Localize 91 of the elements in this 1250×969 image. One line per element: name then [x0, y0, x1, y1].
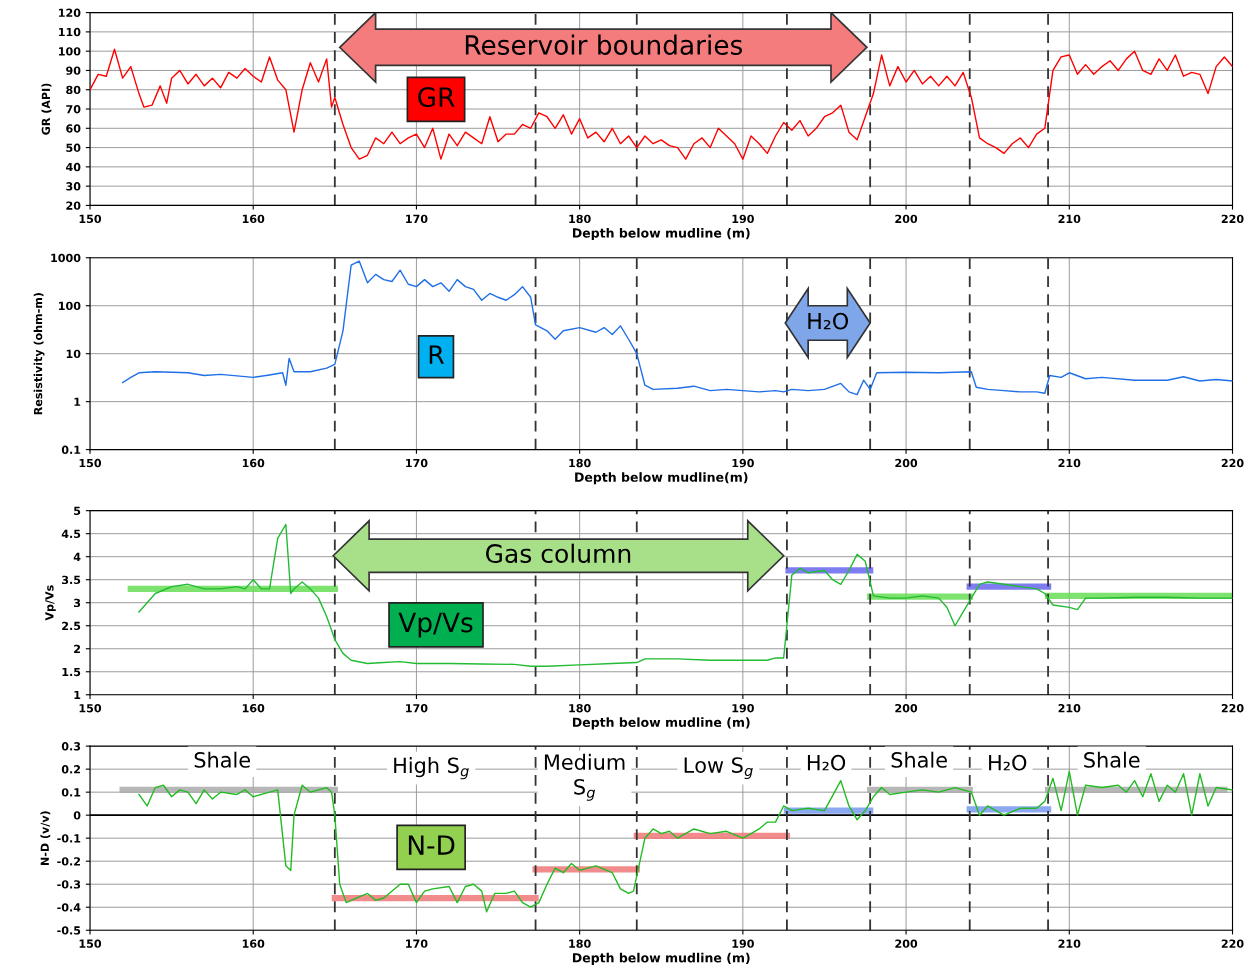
- annotation: Shale: [891, 751, 947, 768]
- y-tick-label: 100: [59, 47, 81, 56]
- x-tick-label: 170: [406, 939, 428, 948]
- annotation: High S$_{g}$: [394, 757, 469, 780]
- y-tick-label: 30: [66, 182, 81, 191]
- x-tick-label: 210: [1058, 214, 1081, 224]
- x-tick-label: 180: [569, 704, 591, 713]
- x-tick-label: 200: [895, 458, 918, 468]
- y-tick-label: 4: [73, 552, 81, 561]
- x-tick-label: 160: [242, 214, 265, 224]
- annotation: H₂O: [808, 312, 849, 330]
- annotation: Medium S$_{g}$: [544, 753, 625, 801]
- x-tick-label: 200: [895, 214, 918, 224]
- y-tick-label: 4.5: [61, 529, 81, 539]
- x-tick-label: 210: [1058, 458, 1081, 468]
- y-tick-label: 1000: [51, 253, 81, 263]
- x-tick-label: 220: [1221, 704, 1244, 713]
- x-tick-label: 150: [79, 704, 102, 713]
- y-tick-label: -0.5: [57, 926, 81, 935]
- y-tick-label: 5: [74, 506, 81, 516]
- x-tick-label: 160: [242, 704, 265, 713]
- y-tick-label: 0.1: [61, 445, 81, 454]
- y-tick-label: 3: [73, 598, 81, 608]
- y-axis-title: GR (API): [41, 83, 52, 135]
- x-tick-label: 190: [732, 939, 754, 948]
- y-tick-label: 80: [66, 85, 81, 95]
- x-tick-label: 220: [1221, 458, 1244, 468]
- x-tick-label: 210: [1058, 939, 1081, 948]
- y-tick-label: -0.4: [57, 903, 81, 912]
- annotation: R: [429, 345, 444, 364]
- annotation: Reservoir boundaries: [465, 34, 743, 55]
- y-tick-label: 0: [73, 811, 81, 820]
- x-tick-label: 180: [569, 939, 591, 948]
- y-tick-label: 1.5: [62, 667, 81, 677]
- annotation: H₂O: [989, 754, 1027, 771]
- x-tick-label: 150: [79, 214, 102, 224]
- annotation: N-D: [408, 835, 455, 855]
- y-tick-label: 1: [74, 397, 81, 406]
- y-tick-label: 0.1: [61, 788, 81, 797]
- x-tick-label: 220: [1221, 939, 1244, 948]
- y-tick-label: 20: [66, 201, 81, 210]
- y-tick-label: 60: [66, 124, 81, 133]
- y-tick-label: 1: [74, 690, 81, 699]
- y-tick-label: 50: [66, 143, 81, 152]
- x-tick-label: 170: [406, 458, 428, 468]
- line-series: [138, 523, 1233, 667]
- line-series: [121, 260, 1233, 396]
- y-tick-label: 2: [74, 644, 81, 653]
- annotation: Gas column: [485, 543, 631, 564]
- x-axis-title: Depth below mudline (m): [572, 952, 750, 965]
- y-tick-label: 120: [59, 8, 81, 17]
- annotation: Shale: [1084, 751, 1140, 768]
- y-tick-label: 2.5: [62, 621, 81, 631]
- x-tick-label: 160: [242, 458, 265, 468]
- annotation: GR: [418, 87, 455, 108]
- x-tick-label: 170: [406, 704, 428, 713]
- y-tick-label: 40: [66, 162, 81, 172]
- y-axis-title: Vp/Vs: [45, 585, 56, 621]
- annotation: Shale: [194, 751, 250, 768]
- y-axis-title: Resistivity (ohm-m): [33, 293, 45, 415]
- x-tick-label: 200: [895, 704, 918, 713]
- y-tick-label: -0.3: [57, 880, 81, 889]
- x-tick-label: 170: [406, 214, 428, 224]
- y-tick-label: 70: [66, 104, 81, 114]
- annotation: H₂O: [807, 754, 846, 771]
- y-tick-label: 3.5: [62, 575, 81, 585]
- y-tick-label: 10: [66, 349, 81, 359]
- x-tick-label: 210: [1058, 704, 1081, 713]
- y-tick-label: -0.1: [57, 834, 81, 843]
- y-tick-label: 90: [66, 66, 81, 75]
- x-axis-title: Depth below mudline (m): [572, 227, 750, 241]
- x-axis-title: Depth below mudline (m): [572, 717, 750, 730]
- x-tick-label: 190: [732, 458, 754, 468]
- y-tick-label: -0.2: [57, 857, 81, 866]
- x-axis-title: Depth below mudline(m): [575, 472, 748, 485]
- y-tick-label: 0.2: [61, 765, 81, 774]
- x-tick-label: 190: [732, 704, 754, 713]
- annotation: Vp/Vs: [398, 612, 473, 638]
- x-tick-label: 180: [569, 214, 591, 224]
- x-tick-label: 190: [732, 214, 754, 224]
- x-tick-label: 180: [569, 458, 591, 468]
- x-tick-label: 150: [79, 939, 102, 948]
- x-tick-label: 160: [242, 939, 265, 948]
- x-tick-label: 150: [79, 458, 102, 468]
- y-tick-label: 0.3: [61, 742, 81, 751]
- x-tick-label: 200: [895, 939, 918, 948]
- y-tick-label: 100: [59, 301, 81, 311]
- y-tick-label: 110: [59, 27, 81, 37]
- annotation: Low S$_{g}$: [684, 757, 753, 780]
- x-tick-label: 220: [1221, 214, 1244, 224]
- y-axis-title: N-D (v/v): [40, 811, 51, 866]
